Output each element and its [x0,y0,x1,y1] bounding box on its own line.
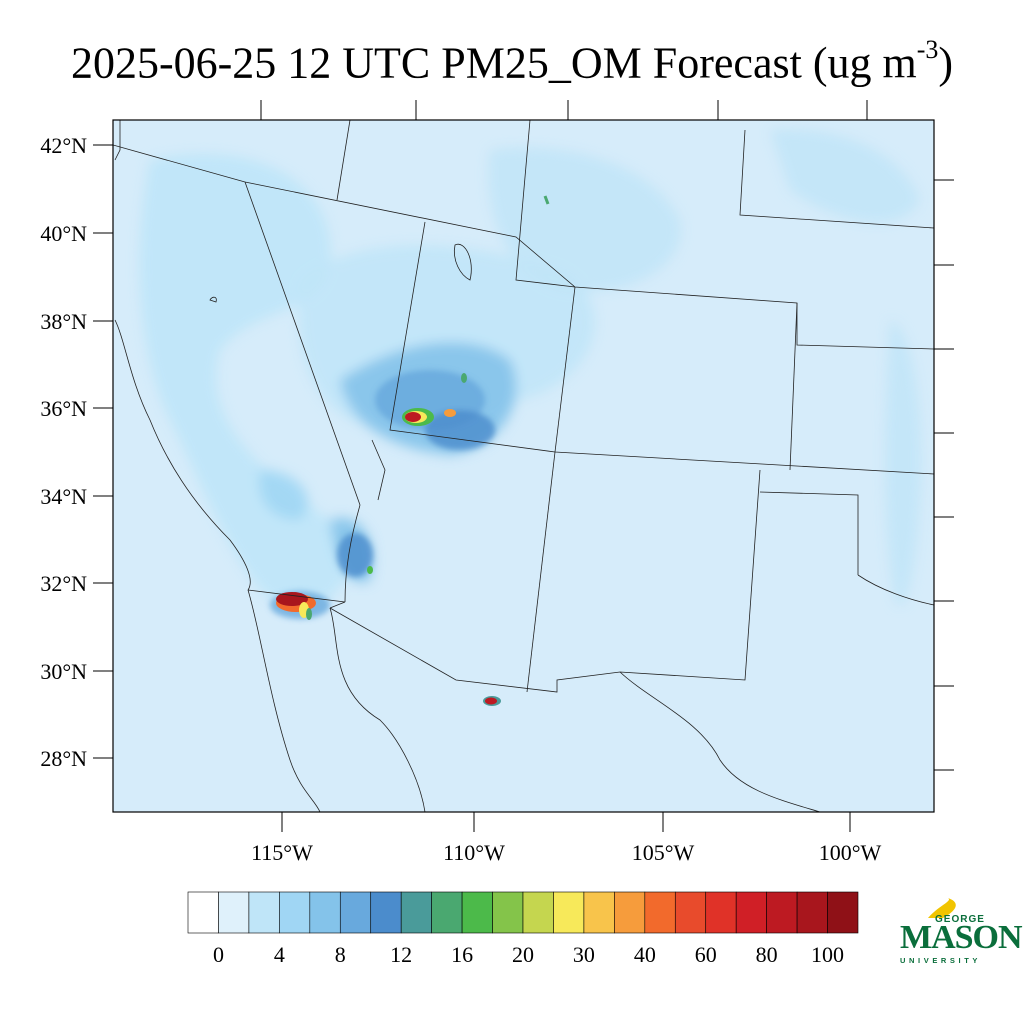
colorbar-swatch [614,891,646,934]
lat-label-38: 38°N [40,309,87,334]
colorbar-label: 30 [573,942,595,967]
colorbar-swatch [766,891,798,934]
colorbar-swatch [279,891,311,934]
lat-label-28: 28°N [40,746,87,771]
lon-label-110: 110°W [443,840,505,865]
hotspot-baja-border [276,566,373,620]
colorbar-label: 16 [451,942,473,967]
colorbar-swatch [461,891,493,934]
lat-label-34: 34°N [40,484,87,509]
longitude-labels: 115°W 110°W 105°W 100°W [251,840,881,865]
gmu-logo: GEORGE MASON UNIVERSITY [898,896,1023,968]
logo-swoosh-icon [928,898,956,918]
hotspot-northern-arizona [402,373,467,426]
colorbar-label: 80 [756,942,778,967]
colorbar-swatch [735,891,767,934]
colorbar-swatch [583,891,615,934]
colorbar-swatch [400,891,432,934]
colorbar [187,891,859,934]
colorbar-label: 0 [213,942,224,967]
colorbar-swatch [370,891,402,934]
lat-label-32: 32°N [40,571,87,596]
colorbar-swatch [522,891,554,934]
boundaries [113,120,934,812]
colorbar-label: 40 [634,942,656,967]
map-title: 2025-06-25 12 UTC PM25_OM Forecast (ug m… [70,35,954,88]
lon-label-100: 100°W [819,840,882,865]
colorbar-label: 12 [390,942,412,967]
colorbar-label: 60 [695,942,717,967]
lat-label-36: 36°N [40,396,87,421]
lon-label-105: 105°W [632,840,695,865]
colorbar-swatch [309,891,341,934]
colorbar-label: 20 [512,942,534,967]
colorbar-swatch [218,891,250,934]
latitude-labels: 42°N 40°N 38°N 36°N 34°N 32°N 30°N 28°N [40,133,87,771]
lon-label-115: 115°W [251,840,313,865]
colorbar-swatch [187,891,219,934]
hotspot-chihuahua [483,696,501,706]
lat-label-40: 40°N [40,221,87,246]
colorbar-swatch [431,891,463,934]
colorbar-label: 8 [335,942,346,967]
colorbar-label: 100 [811,942,844,967]
colorbar-swatch [492,891,524,934]
colorbar-swatch [674,891,707,934]
colorbar-swatch [827,891,859,934]
colorbar-swatch [796,891,828,934]
colorbar-swatch [644,891,676,934]
colorbar-label: 4 [274,942,285,967]
colorbar-swatch [339,891,372,934]
colorbar-labels: 0 4 8 12 16 20 30 40 60 80 100 [213,942,844,967]
colorbar-swatch [705,891,737,934]
lat-label-42: 42°N [40,133,87,158]
lat-label-30: 30°N [40,659,87,684]
colorbar-swatch [248,891,280,934]
colorbar-swatch [553,891,585,934]
